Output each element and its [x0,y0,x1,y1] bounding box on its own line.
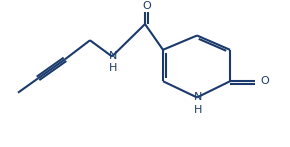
Text: O: O [143,1,151,11]
Text: H: H [109,63,117,73]
Text: N: N [194,92,202,102]
Text: N: N [109,51,117,61]
Text: O: O [260,76,269,86]
Text: H: H [194,105,202,115]
